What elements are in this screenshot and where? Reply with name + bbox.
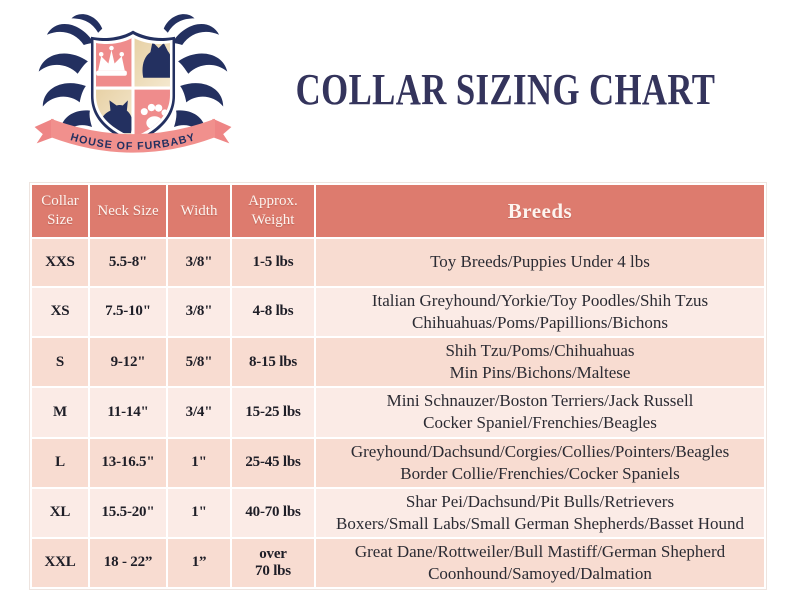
header-row: Collar Size Neck Size Width Approx. Weig… bbox=[32, 185, 764, 237]
cell-width: 5/8" bbox=[168, 338, 230, 387]
shield bbox=[90, 30, 176, 145]
cell-collar-size: S bbox=[32, 338, 88, 387]
cell-width: 3/4" bbox=[168, 388, 230, 437]
cell-breeds: Great Dane/Rottweiler/Bull Mastiff/Germa… bbox=[316, 538, 764, 588]
cell-weight: over 70 lbs bbox=[232, 538, 314, 588]
column-header-neck-size: Neck Size bbox=[90, 185, 166, 237]
cell-collar-size: L bbox=[32, 438, 88, 487]
cell-width: 1” bbox=[168, 538, 230, 588]
table-row-l: L 13-16.5" 1" 25-45 lbs Greyhound/Dachsu… bbox=[32, 438, 764, 487]
cell-weight: 1-5 lbs bbox=[232, 239, 314, 286]
table-row-xl: XL 15.5-20" 1" 40-70 lbs Shar Pei/Dachsu… bbox=[32, 488, 764, 537]
cell-breeds: Italian Greyhound/Yorkie/Toy Poodles/Shi… bbox=[316, 288, 764, 337]
cell-neck-size: 15.5-20" bbox=[90, 488, 166, 537]
cell-weight: 8-15 lbs bbox=[232, 338, 314, 387]
collar-sizing-table: Collar Size Neck Size Width Approx. Weig… bbox=[29, 181, 767, 591]
cell-collar-size: XXS bbox=[32, 239, 88, 286]
cell-width: 1" bbox=[168, 438, 230, 487]
ribbon-banner: HOUSE OF FURBABY bbox=[34, 118, 232, 153]
cell-breeds: Toy Breeds/Puppies Under 4 lbs bbox=[316, 239, 764, 286]
cell-width: 1" bbox=[168, 488, 230, 537]
cell-breeds: Greyhound/Dachsund/Corgies/Collies/Point… bbox=[316, 438, 764, 487]
cell-neck-size: 9-12" bbox=[90, 338, 166, 387]
cell-width: 3/8" bbox=[168, 239, 230, 286]
column-header-collar-size: Collar Size bbox=[32, 185, 88, 237]
shield-divider bbox=[96, 37, 170, 138]
cell-collar-size: XS bbox=[32, 288, 88, 337]
cell-breeds: Mini Schnauzer/Boston Terriers/Jack Russ… bbox=[316, 388, 764, 437]
column-header-breeds: Breeds bbox=[316, 185, 764, 237]
table-row-s: S 9-12" 5/8" 8-15 lbs Shih Tzu/Poms/Chih… bbox=[32, 338, 764, 387]
cell-weight: 40-70 lbs bbox=[232, 488, 314, 537]
house-of-furbaby-logo: HOUSE OF FURBABY bbox=[26, 4, 240, 168]
column-header-width: Width bbox=[168, 185, 230, 237]
dog-icon bbox=[142, 41, 170, 78]
cell-neck-size: 7.5-10" bbox=[90, 288, 166, 337]
cell-weight: 15-25 lbs bbox=[232, 388, 314, 437]
cell-weight: 25-45 lbs bbox=[232, 438, 314, 487]
cell-neck-size: 18 - 22” bbox=[90, 538, 166, 588]
cell-breeds: Shih Tzu/Poms/Chihuahuas Min Pins/Bichon… bbox=[316, 338, 764, 387]
flourish-leaves-icon bbox=[38, 14, 228, 138]
cell-width: 3/8" bbox=[168, 288, 230, 337]
cell-collar-size: XL bbox=[32, 488, 88, 537]
cell-collar-size: XXL bbox=[32, 538, 88, 588]
table-row-xs: XS 7.5-10" 3/8" 4-8 lbs Italian Greyhoun… bbox=[32, 288, 764, 337]
crest-logo-graphic: HOUSE OF FURBABY bbox=[34, 14, 232, 153]
table-row-xxs: XXS 5.5-8" 3/8" 1-5 lbs Toy Breeds/Puppi… bbox=[32, 239, 764, 286]
table-row-xxl: XXL 18 - 22” 1” over 70 lbs Great Dane/R… bbox=[32, 538, 764, 588]
page-title: COLLAR SIZING CHART bbox=[295, 65, 716, 114]
cell-neck-size: 13-16.5" bbox=[90, 438, 166, 487]
cell-collar-size: M bbox=[32, 388, 88, 437]
cell-weight: 4-8 lbs bbox=[232, 288, 314, 337]
crown-icon bbox=[96, 45, 127, 76]
column-header-approx-weight: Approx. Weight bbox=[232, 185, 314, 237]
cell-breeds: Shar Pei/Dachsund/Pit Bulls/Retrievers B… bbox=[316, 488, 764, 537]
cell-neck-size: 11-14" bbox=[90, 388, 166, 437]
cell-neck-size: 5.5-8" bbox=[90, 239, 166, 286]
table-row-m: M 11-14" 3/4" 15-25 lbs Mini Schnauzer/B… bbox=[32, 388, 764, 437]
